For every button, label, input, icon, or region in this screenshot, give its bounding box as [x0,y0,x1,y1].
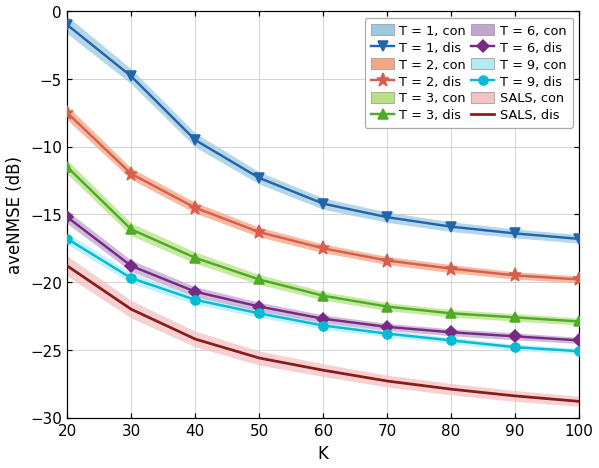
Y-axis label: aveNMSE (dB): aveNMSE (dB) [6,156,24,274]
X-axis label: K: K [317,444,328,462]
Legend: T = 1, con, T = 1, dis, T = 2, con, T = 2, dis, T = 3, con, T = 3, dis, T = 6, c: T = 1, con, T = 1, dis, T = 2, con, T = … [364,18,572,129]
